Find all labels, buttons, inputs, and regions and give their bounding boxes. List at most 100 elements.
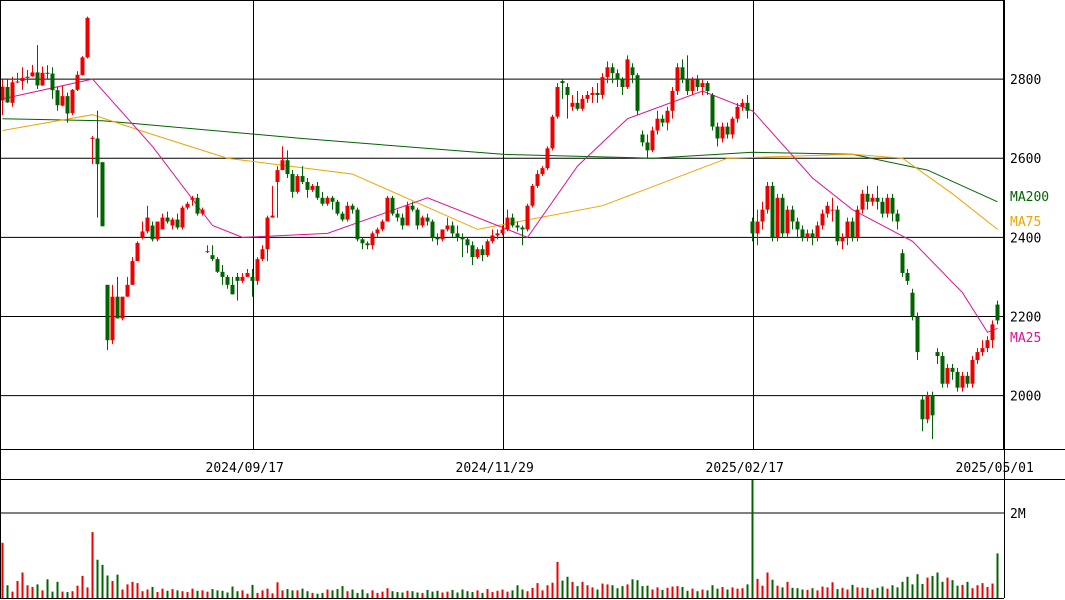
- candle-body: [195, 197, 200, 214]
- candle: [905, 269, 910, 285]
- candle-body: [265, 217, 270, 250]
- candle-body: [110, 296, 115, 341]
- candle-body: [965, 375, 970, 384]
- candle: [80, 56, 85, 76]
- candle: [980, 340, 985, 357]
- candle-body: [50, 73, 55, 91]
- candle: [750, 217, 755, 242]
- candle: [340, 211, 345, 222]
- candle-body: [260, 249, 265, 260]
- candle-body: [485, 241, 490, 256]
- candle-body: [980, 348, 985, 353]
- candle: [440, 229, 445, 242]
- candle-body: [210, 255, 215, 260]
- candle-body: [150, 225, 155, 240]
- candle: [355, 207, 360, 242]
- candle-body: [685, 79, 690, 91]
- candle-body: [75, 74, 80, 90]
- candle-body: [720, 126, 725, 139]
- candle-body: [915, 316, 920, 353]
- candle-body: [220, 271, 225, 277]
- candle-body: [690, 79, 695, 91]
- candle: [600, 73, 605, 99]
- candle: [35, 45, 40, 90]
- candle-body: [635, 75, 640, 111]
- candle: [610, 63, 615, 84]
- candle: [925, 391, 930, 424]
- candle-body: [175, 219, 180, 228]
- candle-body: [835, 209, 840, 242]
- candle: [410, 201, 415, 212]
- candle-body: [855, 209, 860, 238]
- candle: [555, 83, 560, 119]
- candle-body: [360, 239, 365, 244]
- price-tick-label: 2600: [1010, 152, 1041, 167]
- candle-body: [455, 233, 460, 238]
- candle-body: [535, 174, 540, 186]
- candle: [940, 352, 945, 388]
- candle-body: [355, 209, 360, 240]
- candle: [430, 219, 435, 242]
- candle-body: [70, 89, 75, 114]
- candle-body: [575, 102, 580, 109]
- candle-body: [695, 79, 700, 88]
- candle-body: [10, 82, 15, 103]
- candle-body: [140, 231, 145, 238]
- candle: [950, 363, 955, 380]
- candle-body: [750, 221, 755, 234]
- candle: [175, 213, 180, 230]
- candle-body: [935, 352, 940, 357]
- candle-body: [445, 225, 450, 230]
- candle-body: [400, 217, 405, 226]
- candle: [75, 71, 80, 91]
- candle-body: [290, 174, 295, 192]
- candle: [990, 320, 995, 349]
- ma-line-ma200: [2, 118, 998, 203]
- candle-body: [415, 209, 420, 226]
- candle: [100, 162, 105, 227]
- candle: [160, 213, 165, 230]
- candle-body: [940, 356, 945, 384]
- candle-body: [700, 83, 705, 88]
- candle: [235, 272, 240, 301]
- candle: [325, 195, 330, 206]
- candle: [285, 150, 290, 179]
- candle: [730, 116, 735, 139]
- candle: [525, 203, 530, 232]
- candle: [520, 225, 525, 246]
- candle: [690, 77, 695, 95]
- candle-body: [770, 185, 775, 238]
- candle: [675, 63, 680, 95]
- candle: [55, 87, 60, 111]
- candle: [585, 90, 590, 103]
- candle: [360, 237, 365, 250]
- candle: [630, 63, 635, 84]
- candle: [850, 217, 855, 242]
- candle-body: [500, 229, 505, 234]
- candle-body: [420, 217, 425, 226]
- candle-body: [880, 201, 885, 214]
- candle: [620, 77, 625, 95]
- candle-body: [860, 193, 865, 210]
- price-tick-label: 2200: [1010, 310, 1041, 325]
- candle-body: [135, 242, 140, 262]
- candle-body: [740, 102, 745, 107]
- candle: [255, 257, 260, 285]
- candle: [800, 225, 805, 242]
- candle: [885, 193, 890, 218]
- candle-body: [975, 352, 980, 360]
- candle: [70, 89, 75, 116]
- candle: [865, 185, 870, 210]
- candle-body: [470, 245, 475, 258]
- candle: [650, 126, 655, 153]
- candle: [765, 181, 770, 214]
- candle: [860, 189, 865, 214]
- candle: [90, 136, 95, 165]
- candle-body: [640, 134, 645, 143]
- candle-body: [815, 225, 820, 238]
- candle: [145, 205, 150, 234]
- candle: [195, 193, 200, 216]
- candle-body: [20, 77, 25, 82]
- ma-line-ma75: [2, 114, 998, 230]
